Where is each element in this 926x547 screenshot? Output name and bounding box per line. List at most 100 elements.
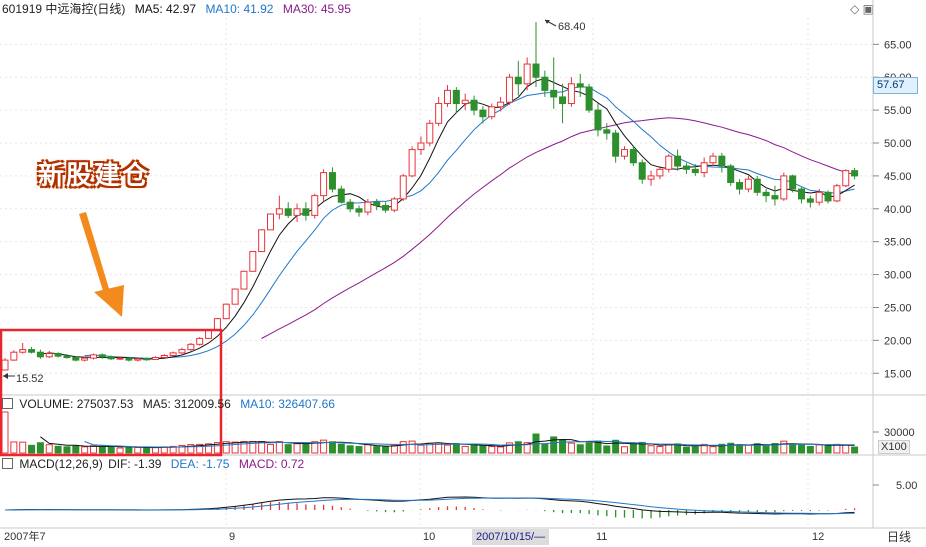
candle-body	[691, 168, 699, 174]
volume-bar	[647, 445, 655, 454]
candle-body	[408, 149, 416, 177]
volume-bar	[700, 443, 708, 454]
candle-body	[90, 354, 97, 359]
ma5-line	[40, 77, 855, 360]
candle-body	[576, 83, 584, 88]
volume-bar	[762, 445, 770, 454]
volume-bar	[151, 446, 159, 454]
volume-bar	[373, 446, 381, 454]
volume-ma5-readout: MA5: 312009.56	[142, 397, 231, 411]
volume-bar	[567, 442, 575, 454]
candle-body	[771, 195, 779, 200]
volume-bar	[116, 447, 124, 454]
volume-bar	[222, 441, 230, 454]
volume-bar	[753, 443, 761, 454]
volume-bar	[337, 443, 345, 454]
stock-title[interactable]: 601919 中远海控(日线)	[2, 2, 126, 16]
volume-bar	[10, 441, 18, 454]
x-tick-sep: 9	[229, 531, 236, 543]
ma10-line	[84, 86, 855, 359]
volume-bar	[452, 443, 460, 454]
candle-body	[488, 106, 496, 118]
volume-bar	[196, 443, 204, 454]
ma30-line	[261, 117, 855, 339]
volume-bar	[1, 411, 9, 454]
candle-body	[63, 355, 71, 358]
volume-bar	[780, 440, 788, 454]
volume-bar	[267, 443, 274, 454]
volume-bar	[629, 443, 637, 454]
volume-bar	[771, 443, 779, 454]
macd-value-readout: MACD: 0.72	[238, 457, 305, 471]
candle-body	[187, 343, 195, 351]
ma10-readout: MA10: 41.92	[205, 2, 274, 16]
volume-bar	[408, 440, 416, 454]
candle-body	[789, 175, 797, 190]
volume-bar	[691, 446, 699, 454]
candle-body	[682, 165, 690, 170]
volume-bar	[187, 444, 195, 454]
volume-bar	[656, 445, 664, 454]
candle-body	[364, 201, 372, 213]
candle-body	[656, 168, 664, 177]
candle-body	[1, 359, 9, 371]
volume-bar	[346, 445, 354, 454]
volume-bar	[744, 444, 752, 454]
price-tick-label: 45.00	[884, 171, 912, 183]
volume-bar	[550, 436, 558, 454]
candle-body	[497, 101, 505, 108]
volume-bar	[585, 442, 593, 454]
candle-body	[736, 181, 744, 190]
candle-body	[833, 185, 841, 202]
volume-bar	[815, 444, 823, 454]
candle-body	[151, 356, 159, 360]
volume-bar	[36, 442, 44, 454]
highlight-box	[0, 328, 223, 457]
volume-bar	[497, 446, 505, 454]
volume-bar	[81, 446, 89, 454]
high-label: 68.40	[558, 21, 586, 33]
volume-bar	[541, 443, 549, 454]
volume-bar	[293, 443, 301, 454]
candle-body	[762, 191, 770, 197]
candle-body	[567, 83, 575, 105]
volume-bar	[682, 446, 690, 454]
volume-bar	[275, 441, 283, 454]
candle-body	[54, 353, 62, 357]
candle-body	[629, 149, 637, 164]
volume-bar	[444, 444, 451, 454]
candle-body	[851, 170, 859, 177]
period-selector[interactable]: 日线	[887, 530, 912, 544]
panel-option-icons[interactable]: ◇ ▣	[850, 2, 874, 16]
volume-bar	[851, 446, 859, 454]
candle-body	[98, 354, 106, 358]
candle-body	[674, 155, 682, 167]
price-tick-label: 50.00	[884, 138, 912, 150]
volume-bar	[364, 444, 372, 454]
candle-body	[382, 205, 390, 211]
volume-icon[interactable]	[2, 398, 13, 409]
volume-bar	[28, 444, 36, 454]
candle-body	[444, 89, 451, 105]
volume-bar	[54, 445, 62, 454]
candle-body	[709, 155, 717, 164]
candle-body	[320, 172, 328, 197]
candle-body	[505, 76, 513, 103]
macd-icon[interactable]	[2, 458, 13, 469]
annotation-title: 新股建仓	[38, 161, 151, 191]
candle-body	[435, 103, 443, 124]
candle-body	[249, 251, 257, 272]
volume-bar	[205, 443, 213, 454]
volume-bar	[789, 444, 797, 454]
price-tick-label: 55.00	[884, 105, 912, 117]
candle-body	[753, 178, 761, 193]
candles	[1, 21, 859, 371]
candle-body	[178, 349, 186, 354]
volume-bar	[824, 445, 832, 454]
ma5-path	[40, 77, 855, 360]
candle-body	[532, 63, 540, 78]
candle-body	[284, 208, 292, 216]
ma30-readout: MA30: 45.95	[282, 2, 351, 16]
volume-unit: X100	[878, 440, 910, 454]
